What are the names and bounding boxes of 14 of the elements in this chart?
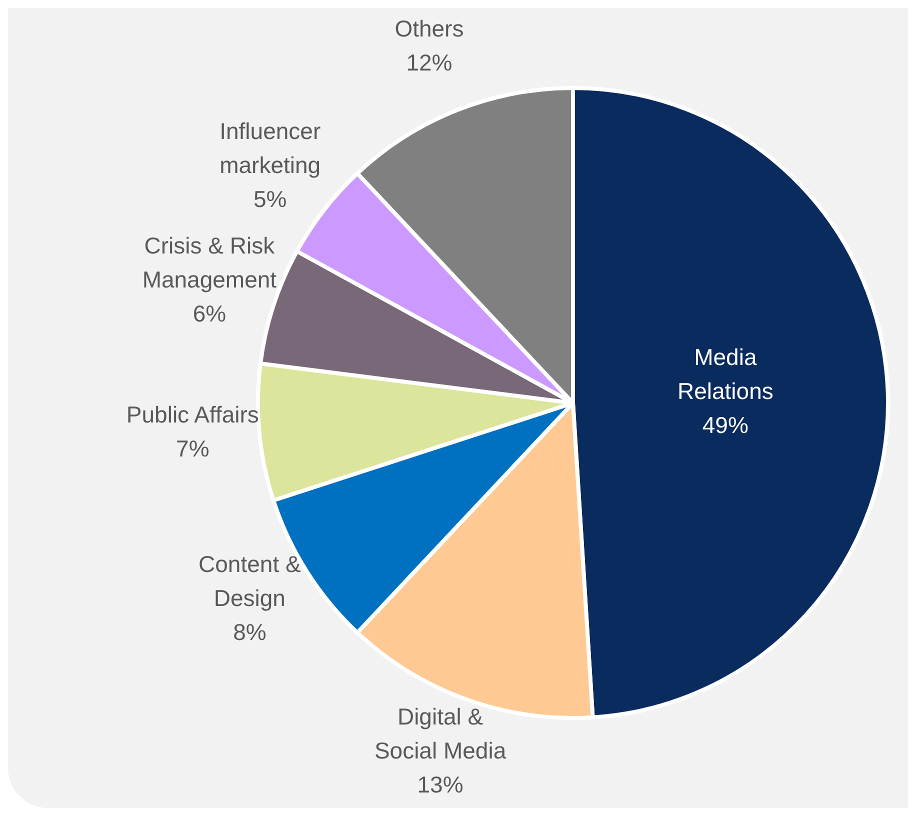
slice-label: Public Affairs [126, 402, 259, 428]
slice-label: Content & Design [198, 551, 301, 612]
slice-label: Others [394, 16, 464, 42]
data-label: 13% [417, 772, 464, 798]
data-label: 5% [253, 186, 287, 212]
slice-label: Influencer marketing [220, 118, 321, 178]
data-label: 12% [406, 50, 452, 76]
data-label: 8% [233, 619, 266, 646]
slice-label: Digital & Social Media [374, 704, 506, 764]
data-label: 49% [702, 412, 748, 438]
slice-label: Crisis & Risk Management [142, 232, 278, 293]
data-label: 6% [192, 300, 226, 327]
slice-label: Media Relations [677, 344, 774, 404]
data-label: 7% [176, 436, 210, 462]
